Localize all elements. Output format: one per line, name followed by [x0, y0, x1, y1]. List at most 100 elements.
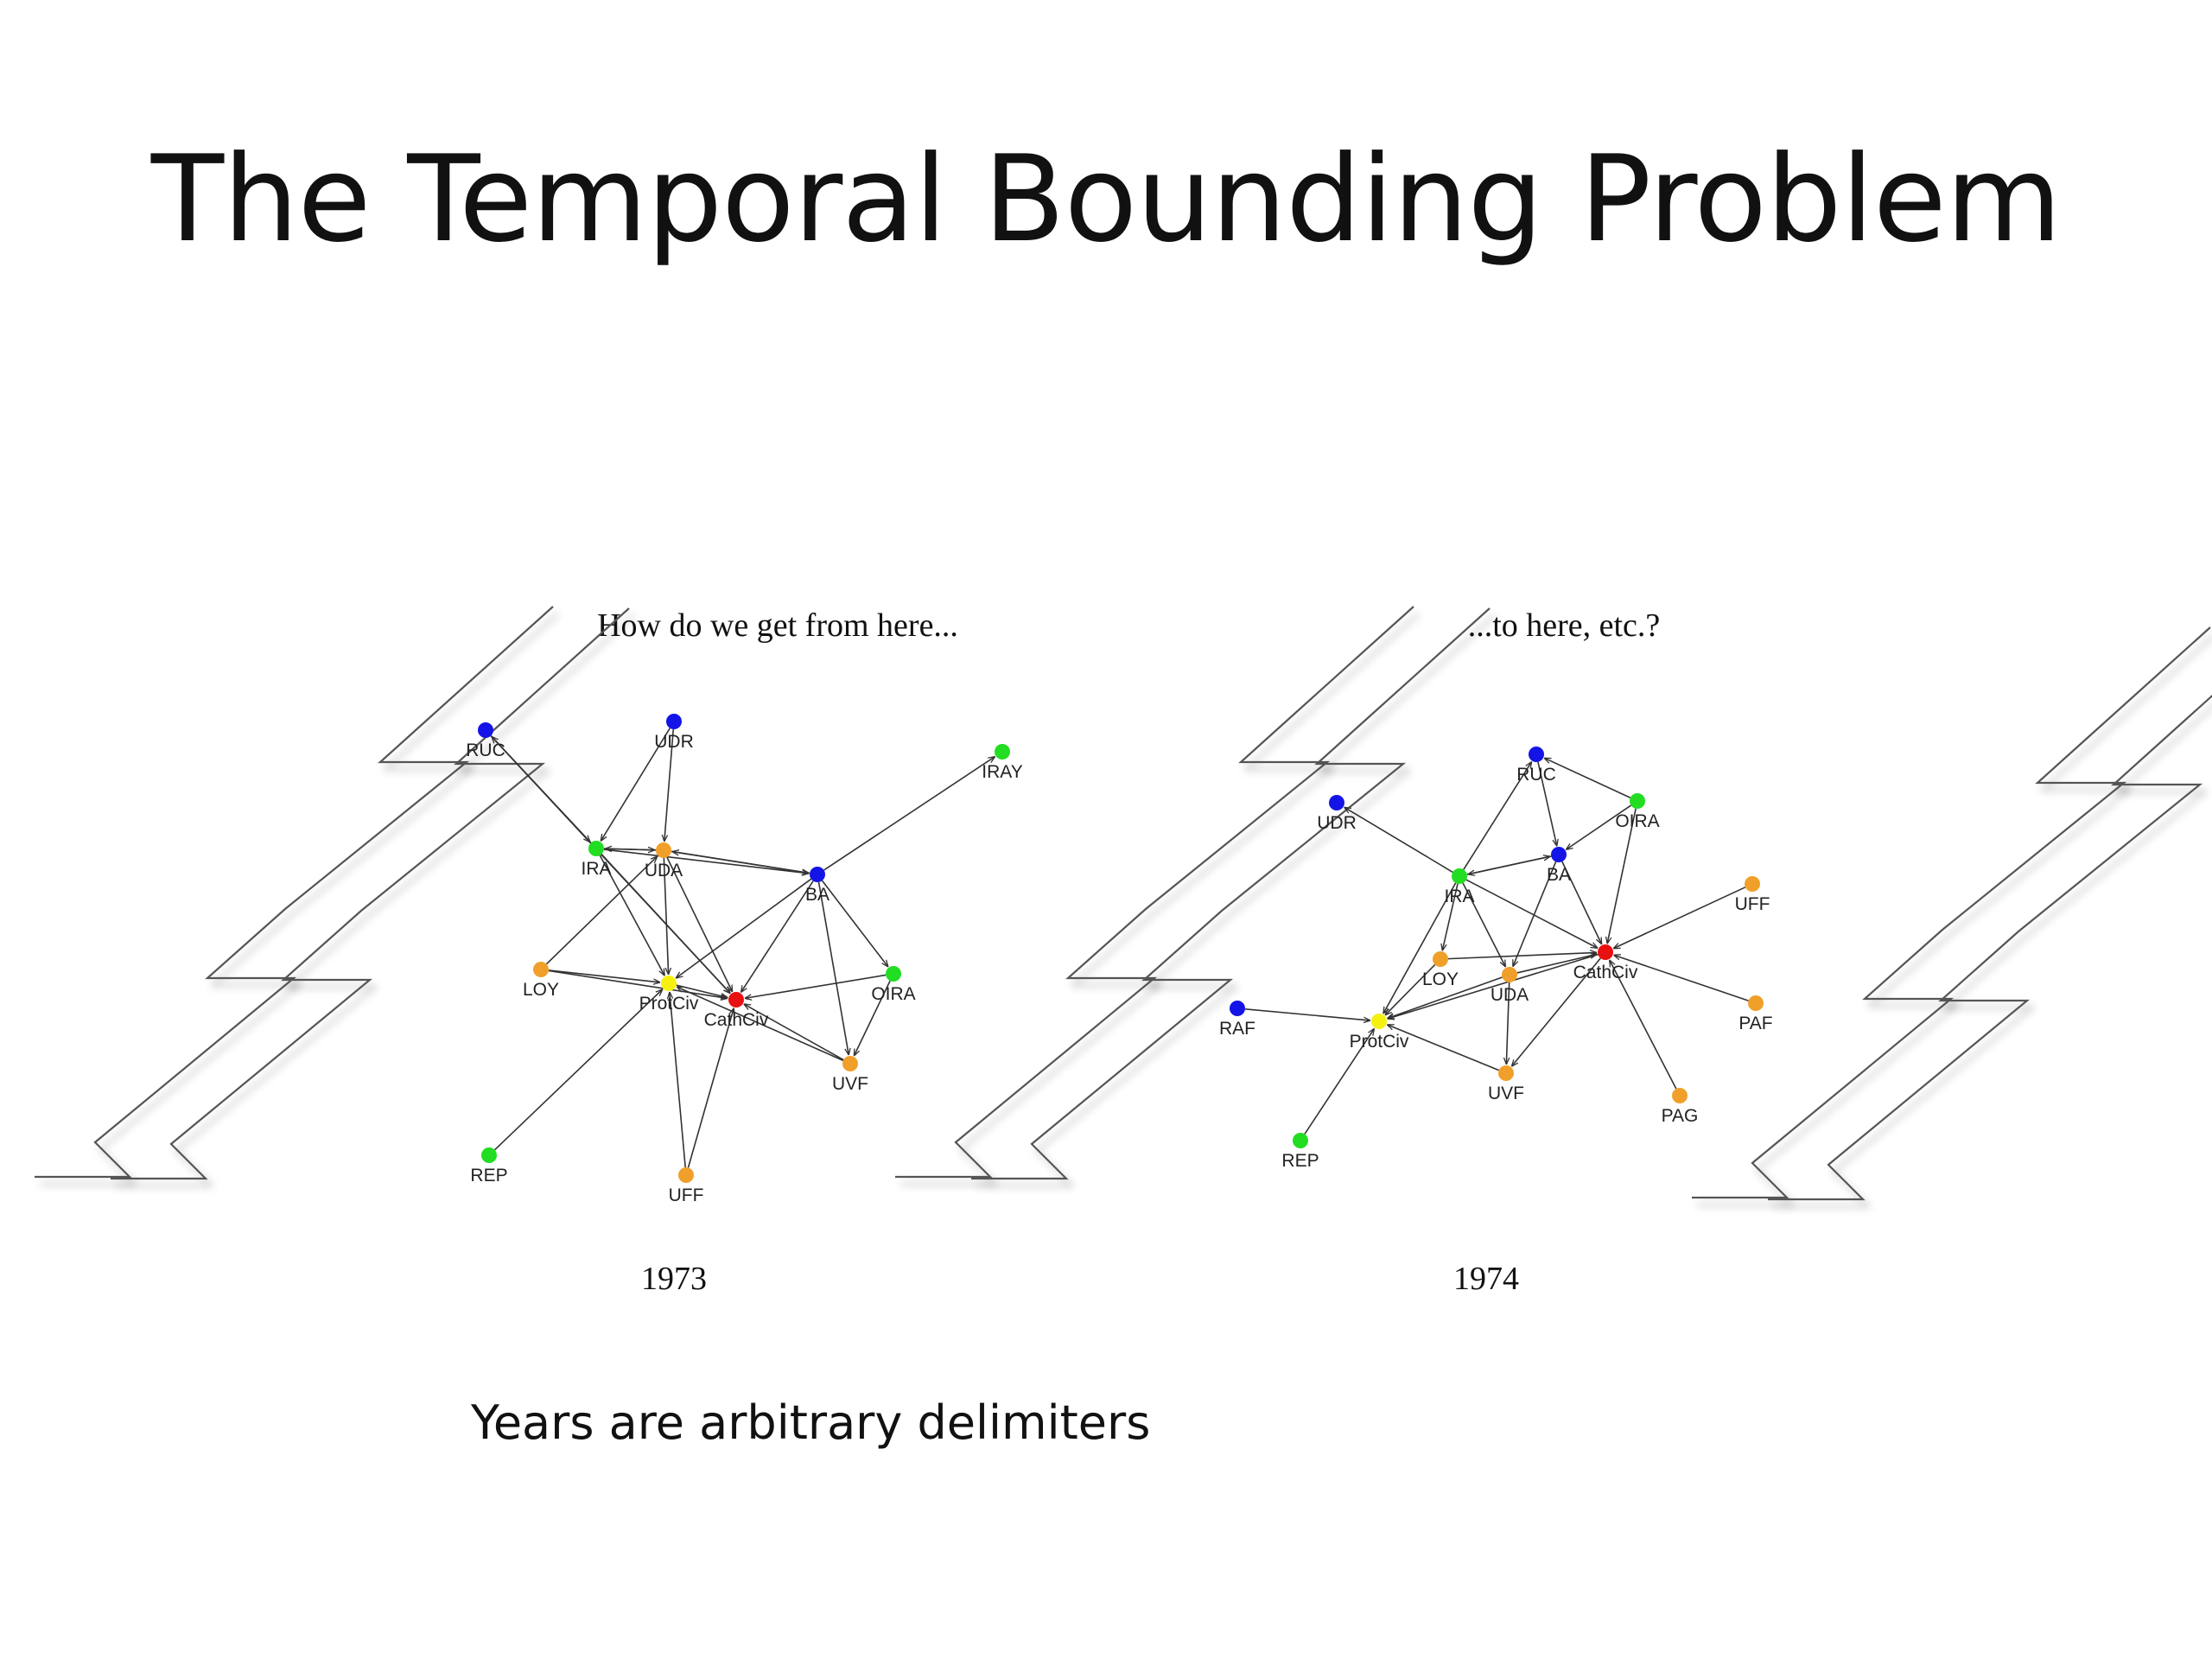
- node-label-1973-iray: IRAY: [982, 762, 1022, 782]
- node-label-1974-protciv: ProtCiv: [1350, 1032, 1409, 1052]
- node-label-1973-cathciv: CathCiv: [704, 1010, 769, 1030]
- node-1973-uff: [678, 1167, 694, 1183]
- edge-1974-ba-to-uda: [1512, 861, 1557, 966]
- edge-1973-loy-to-protciv: [548, 969, 660, 982]
- break-mark-3-b: [1768, 694, 2212, 1201]
- edge-1974-cathciv-to-uvf: [1511, 957, 1601, 1066]
- node-1974-paf: [1748, 995, 1764, 1011]
- node-1974-protciv: [1371, 1014, 1387, 1029]
- node-label-1974-ira: IRA: [1444, 887, 1474, 906]
- edge-1973-ira-to-cathciv: [601, 854, 730, 994]
- edge-1973-ba-to-cathciv: [741, 880, 814, 993]
- edge-1974-ba-to-cathciv: [1561, 861, 1602, 944]
- edge-1974-ira-to-ba: [1466, 856, 1550, 875]
- node-1974-udr: [1329, 795, 1344, 810]
- edge-1974-raf-to-protciv: [1244, 1008, 1370, 1020]
- edge-1973-protciv-to-cathciv: [676, 984, 728, 998]
- edge-1974-pag-to-cathciv: [1610, 960, 1677, 1090]
- node-label-1974-uff: UFF: [1735, 894, 1770, 914]
- edge-1973-uff-to-protciv: [670, 992, 686, 1168]
- node-label-1974-rep: REP: [1281, 1151, 1319, 1171]
- edge-1973-loy-to-uda: [545, 856, 657, 965]
- edge-1974-ira-to-udr: [1344, 807, 1453, 874]
- node-1973-uvf: [842, 1056, 858, 1071]
- edge-1973-loy-to-cathciv: [548, 969, 728, 998]
- node-1974-uda: [1502, 967, 1517, 982]
- caption-1974: ...to here, etc.?: [1467, 607, 1661, 644]
- node-label-1973-ba: BA: [805, 885, 830, 905]
- node-label-1973-uvf: UVF: [832, 1074, 868, 1094]
- node-1973-uda: [656, 842, 671, 858]
- node-1973-protciv: [661, 976, 677, 991]
- edge-1973-udr-to-ira: [601, 728, 671, 842]
- node-label-1973-loy: LOY: [523, 980, 559, 1000]
- node-1974-cathciv: [1598, 944, 1613, 960]
- slide-note: Years are arbitrary delimiters: [471, 1395, 1151, 1450]
- slide-title: The Temporal Bounding Problem: [150, 130, 2062, 269]
- node-1974-uvf: [1498, 1065, 1514, 1081]
- edge-1974-cathciv-to-protciv: [1388, 953, 1599, 1019]
- node-1974-ba: [1551, 847, 1567, 862]
- node-label-1974-uvf: UVF: [1488, 1084, 1524, 1103]
- edge-1973-ira-to-protciv: [599, 855, 664, 976]
- edge-1974-oira-to-ruc: [1544, 757, 1631, 798]
- edge-1973-ira-to-uda: [603, 849, 655, 850]
- node-label-1974-cathciv: CathCiv: [1573, 963, 1638, 982]
- node-1974-ruc: [1529, 747, 1544, 762]
- edge-1974-paf-to-cathciv: [1613, 955, 1749, 1001]
- node-1973-cathciv: [728, 992, 744, 1007]
- edge-1974-loy-to-protciv: [1385, 963, 1436, 1014]
- caption-1973: How do we get from here...: [597, 607, 958, 644]
- edge-1973-ba-to-uvf: [817, 881, 849, 1055]
- edge-1973-uda-to-protciv: [663, 857, 668, 975]
- node-1974-oira: [1630, 793, 1645, 809]
- edge-1974-ruc-to-ba: [1537, 761, 1557, 846]
- edge-1973-uvf-to-protciv: [677, 986, 844, 1062]
- node-label-1974-uda: UDA: [1491, 985, 1529, 1005]
- node-label-1974-oira: OIRA: [1615, 811, 1659, 831]
- edge-1974-oira-to-ba: [1566, 804, 1632, 849]
- edge-1974-ira-to-protciv: [1383, 882, 1457, 1014]
- year-label-1974: 1974: [1453, 1261, 1519, 1297]
- node-1973-udr: [666, 714, 682, 729]
- graph-1974: RUC UDR OIRA IRA BA UFF LOY UDA CathCiv PAF RAF Pro…: [1219, 747, 1773, 1171]
- node-1974-raf: [1230, 1001, 1245, 1016]
- edge-1973-uda-to-cathciv: [666, 856, 733, 992]
- node-label-1974-ba: BA: [1547, 865, 1571, 885]
- edge-1973-ba-to-protciv: [676, 878, 812, 978]
- edge-1973-uff-to-cathciv: [687, 1008, 734, 1168]
- node-label-1973-uda: UDA: [645, 861, 683, 880]
- year-label-1973: 1973: [641, 1261, 707, 1297]
- break-mark-1-a: [35, 606, 554, 1179]
- node-label-1973-rep: REP: [470, 1166, 507, 1185]
- edge-1973-ba-to-iray: [823, 757, 995, 871]
- node-1974-loy: [1433, 951, 1448, 967]
- edge-1973-udr-to-uda: [664, 728, 675, 842]
- edge-1974-uda-to-uvf: [1506, 982, 1510, 1065]
- edge-1973-ba-to-uda: [672, 852, 810, 874]
- edge-1974-oira-to-cathciv: [1607, 808, 1637, 944]
- node-1974-ira: [1452, 868, 1467, 884]
- node-label-1974-paf: PAF: [1738, 1014, 1772, 1033]
- node-1973-rep: [481, 1147, 497, 1163]
- edge-1974-ira-to-uda: [1462, 882, 1505, 967]
- node-1973-ba: [810, 867, 825, 882]
- node-label-1973-protciv: ProtCiv: [639, 994, 699, 1014]
- node-label-1974-udr: UDR: [1317, 813, 1357, 833]
- node-1974-uff: [1745, 876, 1760, 892]
- node-label-1973-ruc: RUC: [466, 741, 505, 760]
- node-label-1974-ruc: RUC: [1516, 765, 1556, 785]
- edge-1973-ba-to-oira: [821, 880, 887, 967]
- node-1974-pag: [1672, 1088, 1688, 1103]
- node-label-1974-loy: LOY: [1422, 969, 1459, 989]
- node-1973-ruc: [478, 722, 493, 738]
- node-1973-ira: [588, 841, 604, 856]
- node-label-1973-uff: UFF: [669, 1185, 704, 1205]
- node-label-1973-ira: IRA: [581, 859, 611, 879]
- break-mark-3-a: [1692, 626, 2211, 1199]
- node-label-1973-oira: OIRA: [871, 984, 915, 1004]
- edge-1973-oira-to-cathciv: [745, 974, 887, 998]
- break-mark-2-a: [895, 606, 1414, 1179]
